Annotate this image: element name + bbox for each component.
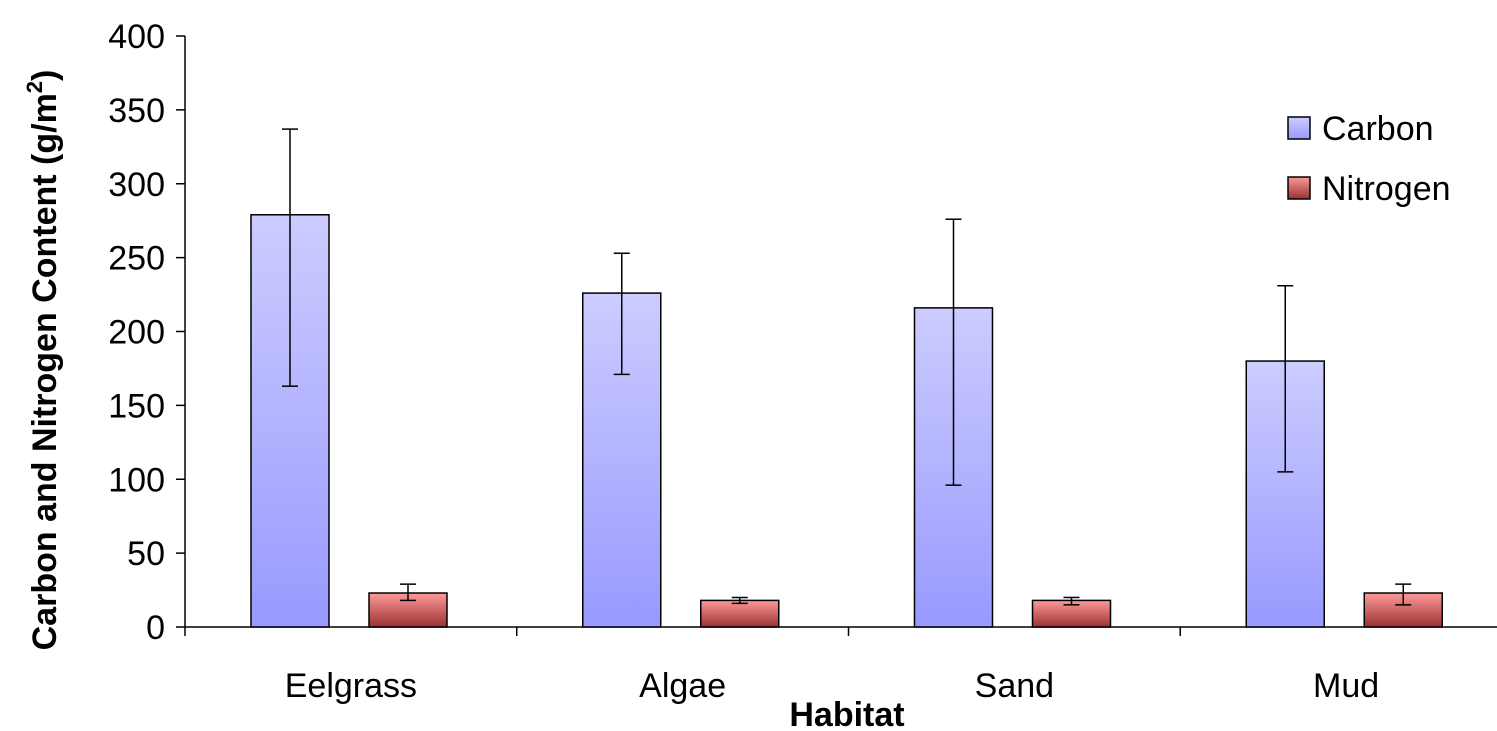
legend: Carbon Nitrogen [1287, 110, 1451, 208]
x-axis: Eelgrass Algae Sand Mud [184, 626, 1497, 705]
bars [250, 214, 1443, 628]
y-tick-label: 350 [108, 92, 165, 130]
x-tick-label: Mud [1313, 667, 1379, 705]
legend-label-nitrogen: Nitrogen [1322, 170, 1451, 208]
y-tick-label: 250 [108, 240, 165, 278]
y-axis: 0 50 100 150 200 250 300 350 400 [108, 18, 186, 647]
x-tick-label: Eelgrass [285, 667, 417, 705]
bar-nitrogen-algae [700, 599, 780, 628]
y-tick-label: 50 [127, 535, 165, 573]
legend-swatch-carbon [1287, 116, 1311, 140]
y-tick-label: 100 [108, 461, 165, 499]
x-tick-label: Sand [975, 667, 1054, 705]
y-axis-title: Carbon and Nitrogen Content (g/m2) [22, 70, 64, 651]
y-tick-label: 150 [108, 387, 165, 425]
y-tick-label: 0 [146, 609, 165, 647]
x-tick-label: Algae [639, 667, 726, 705]
legend-swatch-nitrogen [1287, 176, 1311, 200]
error-bars [282, 128, 1412, 606]
y-tick-label: 200 [108, 314, 165, 352]
legend-label-carbon: Carbon [1322, 110, 1434, 148]
y-axis-title-sup: 2 [22, 81, 47, 93]
x-axis-title: Habitat [789, 696, 904, 731]
y-tick-label: 300 [108, 166, 165, 204]
y-tick-label: 400 [108, 18, 165, 56]
